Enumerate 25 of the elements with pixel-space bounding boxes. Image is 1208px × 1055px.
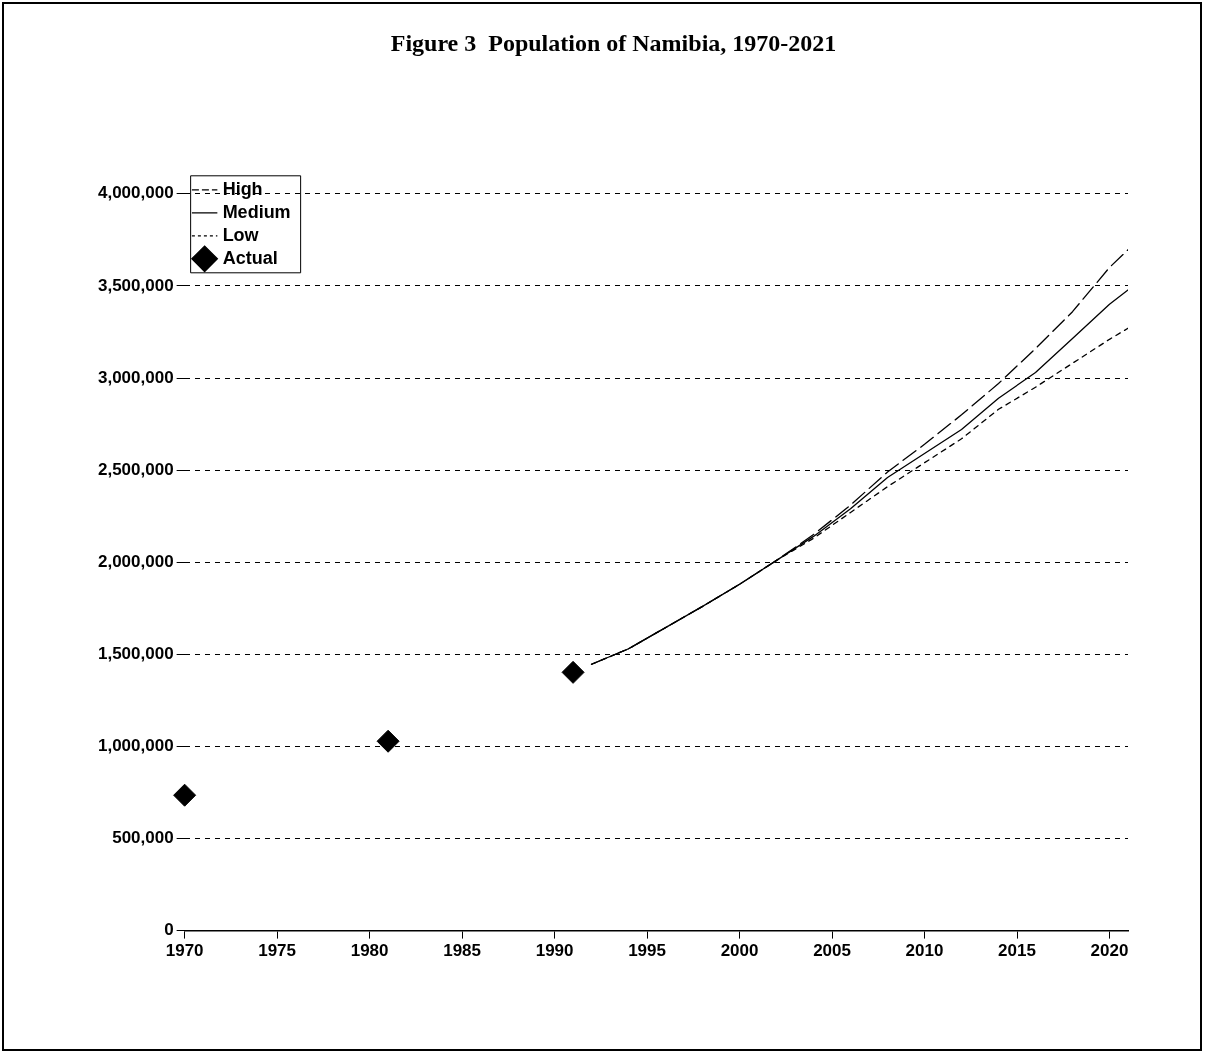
legend-label: Medium [222,201,291,222]
y-tick-label: 500,000 [112,828,174,848]
y-tick-label: 4,000,000 [97,183,174,203]
legend-label: High [222,178,263,199]
x-tick-label: 1980 [350,941,389,961]
x-tick-label: 2005 [813,941,851,961]
x-tick-label: 1985 [443,941,481,961]
x-tick-label: 2010 [905,941,944,961]
y-tick-label: 2,000,000 [97,551,174,571]
x-tick-label: 2020 [1090,941,1129,961]
x-tick-label: 2015 [998,941,1036,961]
y-tick-label: 1,000,000 [97,736,174,756]
y-tick-label: 1,500,000 [97,643,174,663]
y-tick-label: 3,500,000 [97,275,174,295]
x-tick-label: 1990 [535,941,574,961]
y-tick-label: 2,500,000 [97,459,174,479]
x-tick-label: 1975 [258,941,297,961]
y-tick-label: 0 [164,920,174,940]
legend-label: Actual [222,247,278,268]
x-tick-label: 2000 [720,941,759,961]
x-tick-label: 1995 [628,941,666,961]
chart-title: Figure 3 Population of Namibia, 1970-2021 [390,29,837,56]
y-tick-label: 3,000,000 [97,367,174,387]
x-tick-label: 1970 [165,941,204,961]
legend-label: Low [222,224,260,245]
